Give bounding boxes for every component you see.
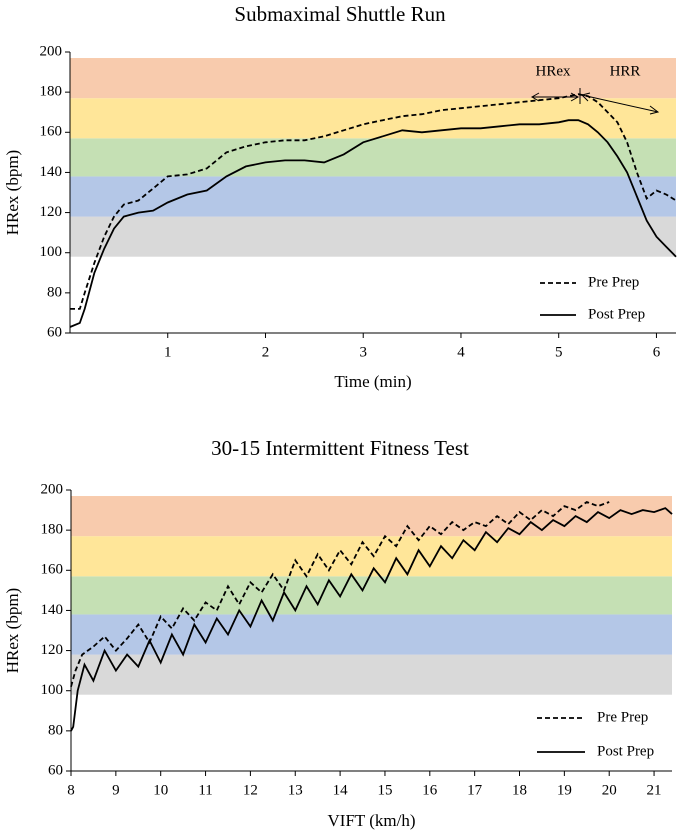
x-tick-label: 15 — [377, 782, 392, 798]
zone-band — [70, 138, 676, 177]
x-tick-label: 5 — [555, 344, 563, 360]
annotation: HRR — [610, 63, 641, 79]
arrow-head — [530, 92, 540, 102]
x-axis-label: Time (min) — [334, 372, 411, 391]
x-tick-label: 13 — [288, 782, 303, 798]
x-tick-label: 8 — [67, 782, 75, 798]
series-line — [70, 507, 673, 732]
y-axis-label: HRex (bpm) — [3, 150, 22, 235]
zone-band — [71, 576, 672, 615]
series-line — [70, 93, 677, 310]
x-axis-label: VIFT (km/h) — [328, 811, 416, 830]
arrow-head — [570, 92, 580, 102]
y-tick-label: 60 — [48, 762, 63, 778]
x-tick-label: 9 — [112, 782, 120, 798]
annotation: HRex — [536, 63, 571, 79]
x-tick-label: 2 — [262, 344, 270, 360]
zone-band — [70, 98, 676, 139]
zone-band — [71, 614, 672, 655]
x-tick-label: 3 — [359, 344, 367, 360]
x-tick-label: 6 — [653, 344, 661, 360]
zone-band — [71, 536, 672, 577]
y-tick-label: 200 — [41, 481, 64, 497]
zone-band — [70, 58, 676, 99]
y-tick-label: 140 — [41, 602, 64, 618]
arrow — [581, 94, 659, 113]
x-tick-label: 18 — [512, 782, 527, 798]
y-tick-label: 140 — [40, 164, 63, 180]
y-tick-label: 100 — [40, 244, 63, 260]
arrow-head — [581, 92, 591, 102]
y-tick-label: 80 — [48, 722, 63, 738]
arrow-head — [649, 105, 660, 115]
y-axis-label: HRex (bpm) — [3, 588, 22, 673]
x-tick-label: 10 — [153, 782, 168, 798]
x-tick-label: 4 — [457, 344, 465, 360]
series-line — [70, 500, 610, 687]
x-tick-label: 17 — [467, 782, 483, 798]
y-tick-label: 100 — [41, 682, 64, 698]
x-tick-label: 12 — [243, 782, 258, 798]
y-tick-label: 180 — [41, 522, 64, 538]
x-tick-label: 20 — [602, 782, 617, 798]
y-tick-label: 120 — [41, 642, 64, 658]
zone-band — [71, 496, 672, 537]
y-tick-label: 180 — [40, 84, 63, 100]
zone-band — [70, 176, 676, 217]
y-tick-label: 120 — [40, 204, 63, 220]
x-tick-label: 21 — [647, 782, 662, 798]
chart-title: 30-15 Intermittent Fitness Test — [211, 436, 469, 460]
annotation-arrows — [530, 88, 660, 115]
y-tick-label: 160 — [40, 124, 63, 140]
x-tick-label: 11 — [198, 782, 212, 798]
x-tick-label: 19 — [557, 782, 572, 798]
zone-band — [70, 216, 676, 257]
x-tick-label: 1 — [164, 344, 172, 360]
subplot: Submaximal Shuttle Run Time (min) HRex (bp… — [3, 2, 677, 391]
legend-label: Post Prep — [597, 743, 654, 759]
x-tick-label: 14 — [333, 782, 349, 798]
zone-band — [71, 654, 672, 695]
series-line — [69, 119, 677, 328]
y-tick-label: 80 — [47, 284, 62, 300]
chart-title: Submaximal Shuttle Run — [234, 2, 446, 26]
subplot: 30-15 Intermittent Fitness Test VIFT (km/… — [3, 436, 673, 830]
legend-label: Pre Prep — [588, 274, 639, 290]
y-tick-label: 160 — [41, 562, 64, 578]
y-tick-label: 60 — [47, 324, 62, 340]
y-tick-label: 200 — [40, 43, 63, 59]
x-tick-label: 16 — [422, 782, 438, 798]
legend-label: Post Prep — [588, 306, 645, 322]
legend-label: Pre Prep — [597, 709, 648, 725]
